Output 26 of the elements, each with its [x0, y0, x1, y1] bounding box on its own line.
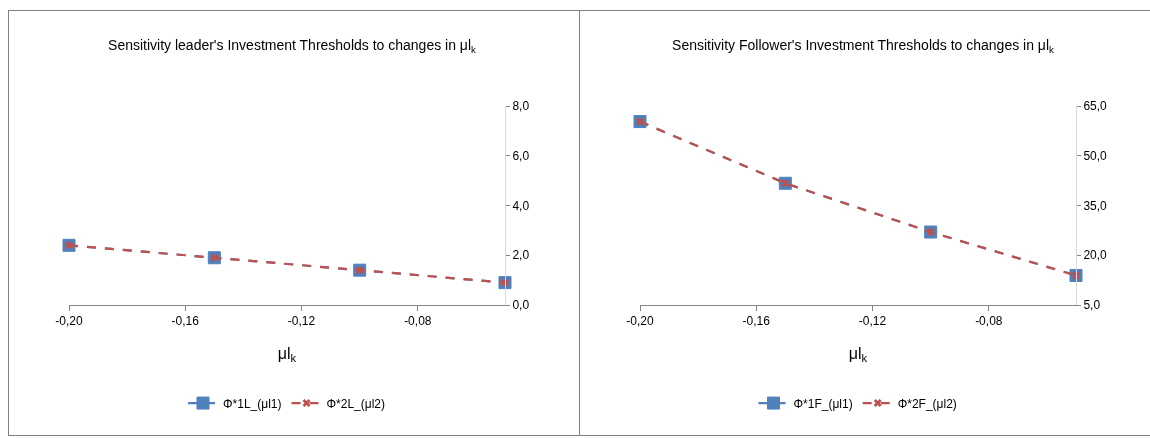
y-tick-label: 65,0: [1083, 99, 1108, 114]
x-axis-title: μl$_{k}$: [848, 345, 868, 365]
legend-label: Φ*1L_(μl1): [223, 396, 282, 411]
x-tick-label: -0,08: [404, 314, 432, 329]
y-tick-label: 2,0: [512, 248, 530, 263]
y-tick-label: 4,0: [512, 198, 530, 213]
x-tick-label: -0,16: [171, 314, 200, 329]
x-tick-label: -0,12: [858, 314, 887, 329]
legend-label: Φ*1F_(μl1): [793, 396, 853, 411]
x-tick-label: -0,20: [626, 314, 654, 329]
y-tick-label: 50,0: [1083, 148, 1108, 163]
x-tick-label: -0,08: [975, 314, 1003, 329]
x-tick-label: -0,16: [742, 314, 771, 329]
y-tick-label: 35,0: [1083, 198, 1108, 213]
legend-label: Φ*2L_(μl2): [326, 396, 386, 411]
chart-title: Sensitivity Follower's Investment Thresholds to changes in μl$_{k}$: [672, 37, 1055, 56]
y-tick-label: 5,0: [1083, 298, 1101, 313]
x-tick-label: -0,12: [287, 314, 316, 329]
x-axis-title: μl$_{k}$: [277, 345, 297, 365]
y-tick-label: 20,0: [1083, 248, 1108, 263]
legend-label: Φ*2F_(μl2): [897, 396, 957, 411]
y-tick-label: 8,0: [512, 99, 530, 114]
chart-title: Sensitivity leader's Investment Thresholds to changes in μl$_{k}$: [108, 37, 477, 56]
y-tick-label: 0,0: [512, 298, 530, 313]
x-tick-label: -0,20: [55, 314, 83, 329]
y-tick-label: 6,0: [512, 148, 530, 163]
